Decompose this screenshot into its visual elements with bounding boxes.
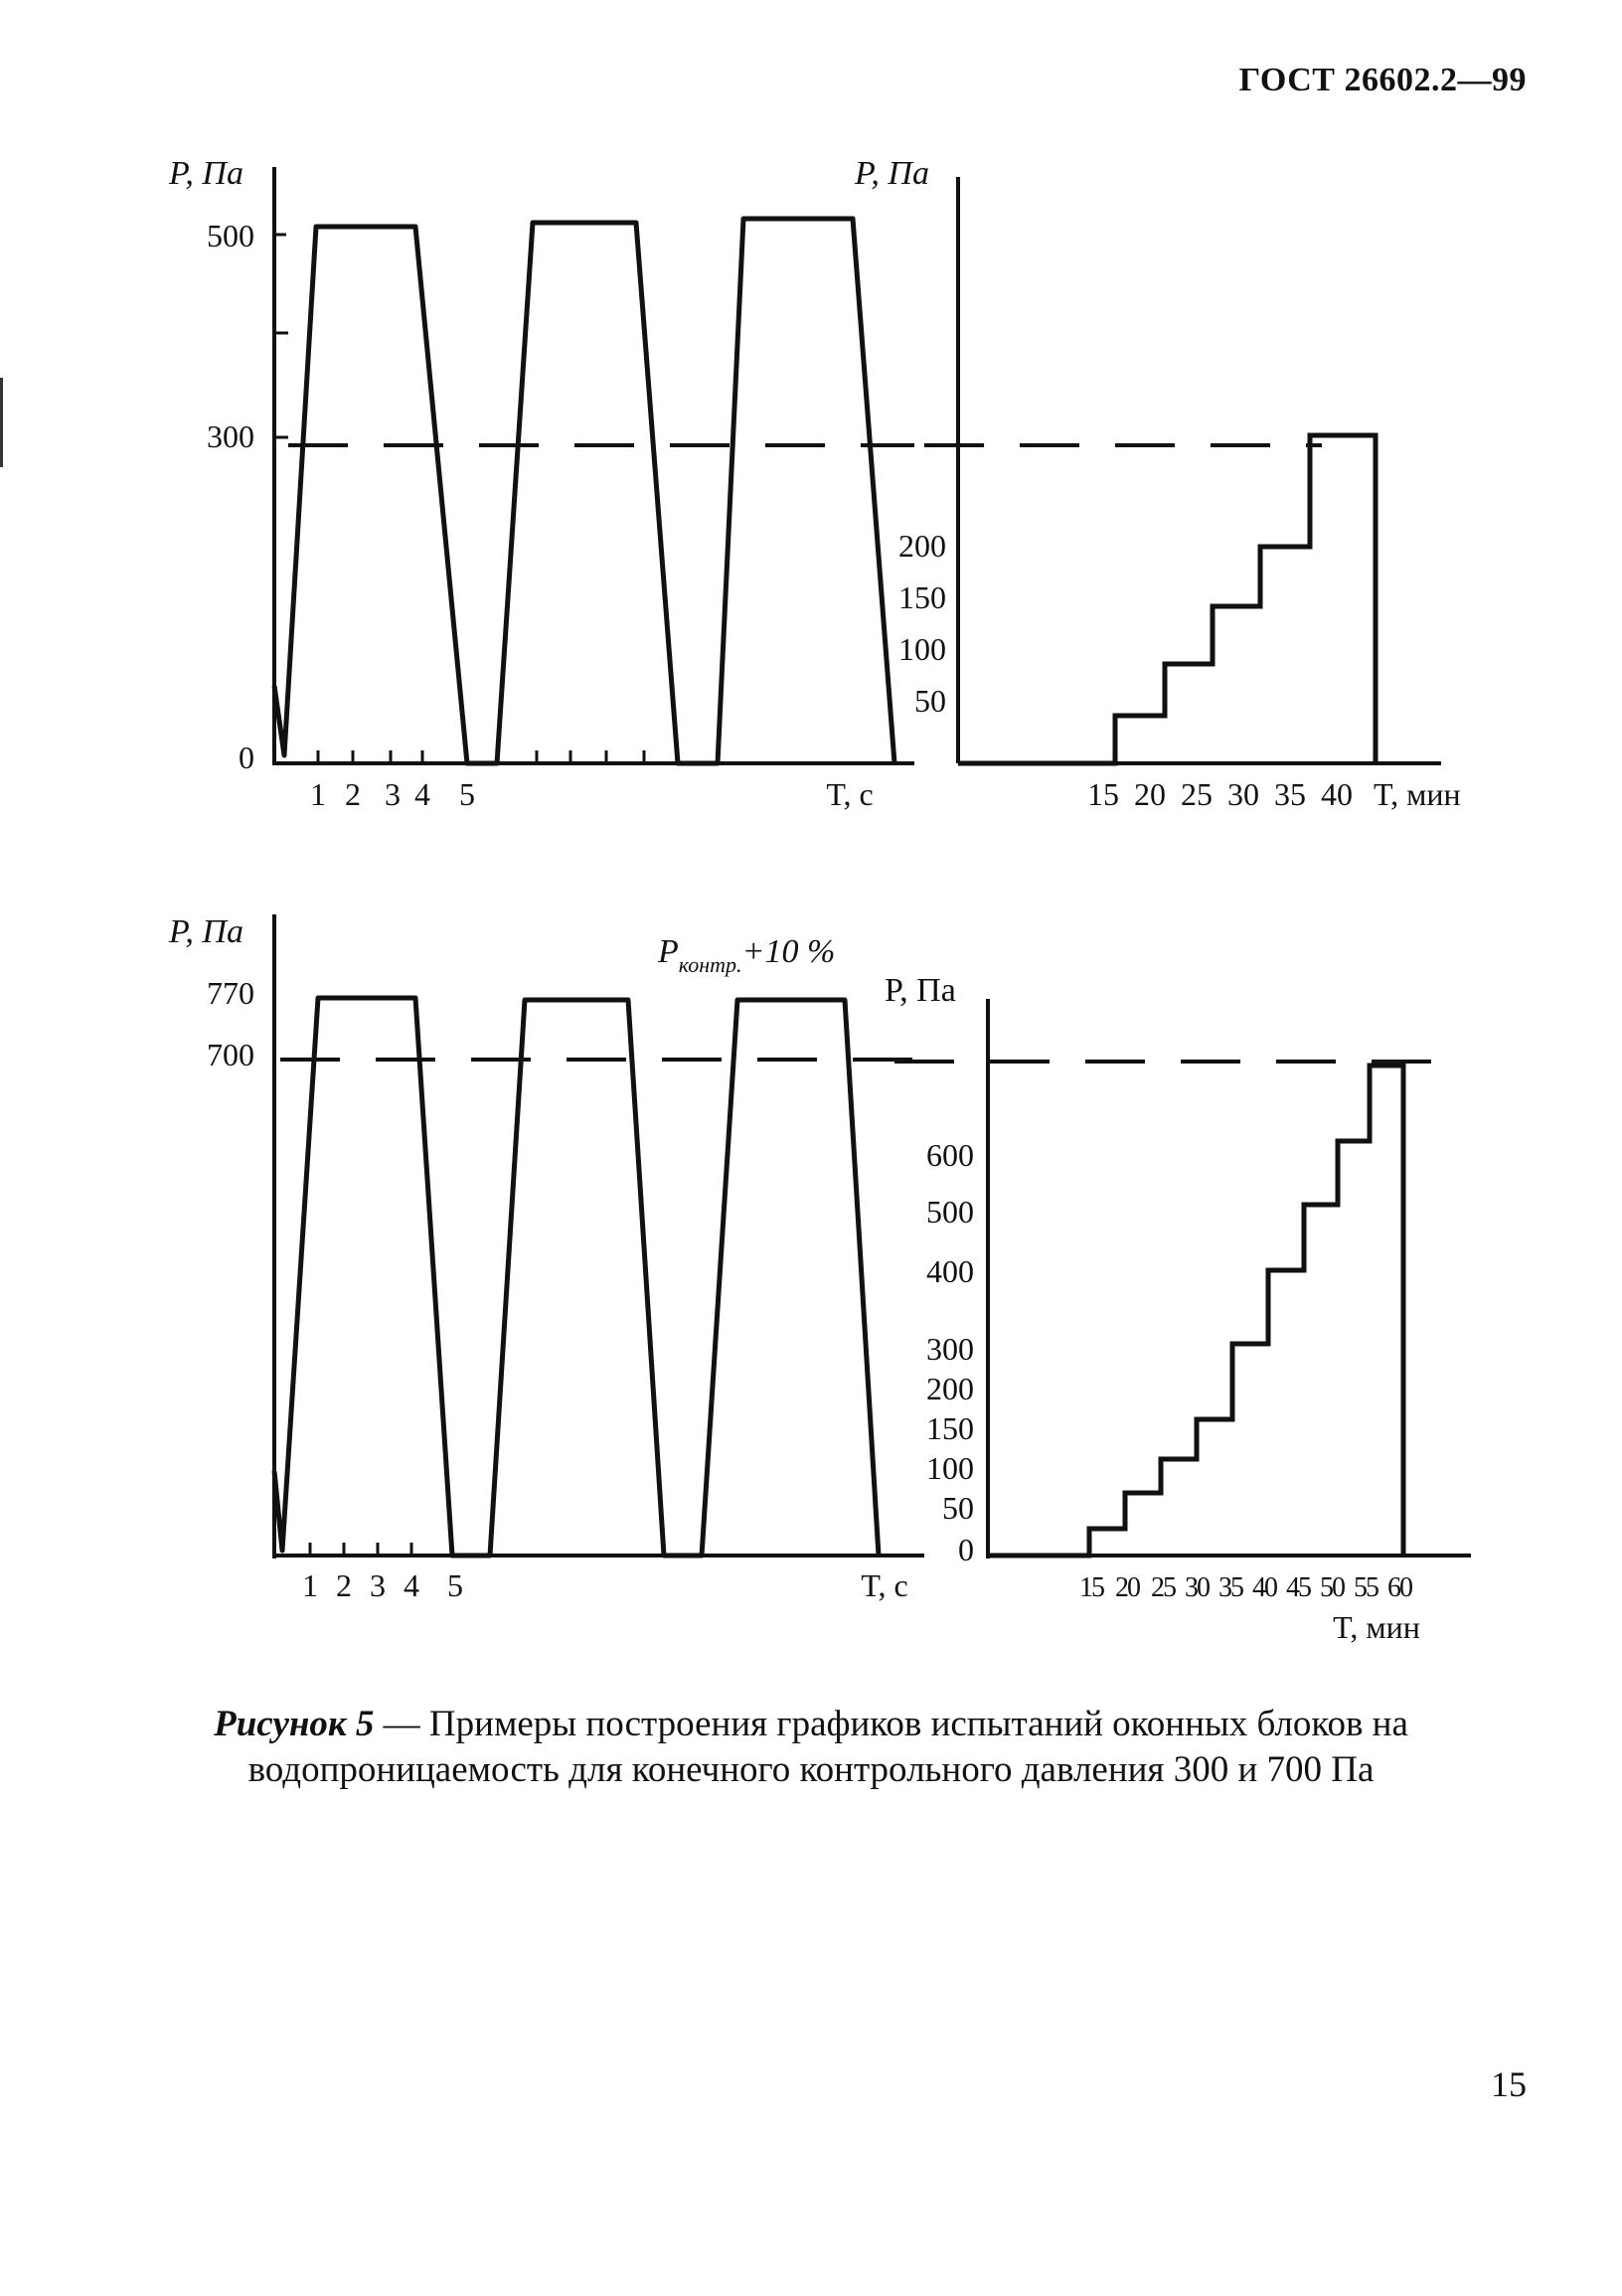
top-right-x-tick: 25: [1181, 776, 1213, 812]
bottom-left-x-tick-marks: [308, 1543, 413, 1556]
bottom-right-y-tick: 0: [958, 1532, 974, 1567]
top-right-y-tick: 150: [898, 579, 946, 615]
bottom-right-x-tick: 40: [1252, 1572, 1277, 1603]
bottom-left-x-tick: 5: [447, 1567, 463, 1603]
page-number: 15: [1491, 2064, 1527, 2104]
top-left-x-tick: 5: [459, 776, 475, 812]
top-left-x-label: T, с: [826, 776, 873, 812]
bottom-right-x-tick: 60: [1387, 1572, 1412, 1603]
top-left-x-tick: 3: [385, 776, 401, 812]
bottom-left-x-tick: 2: [336, 1567, 352, 1603]
figure-5-graphs: P, Па 500 300 0 1 2 3 4 5 T, с P,: [168, 155, 1471, 1645]
top-right-x-tick: 30: [1227, 776, 1259, 812]
top-right-x-tick: 20: [1134, 776, 1166, 812]
figure-caption: Рисунок 5 — Примеры построения графиков …: [199, 1702, 1423, 1793]
caption-lead: Рисунок 5: [214, 1704, 375, 1744]
bottom-right-y-tick: 100: [926, 1450, 974, 1486]
top-left-y-label: P, Па: [168, 155, 243, 192]
bottom-left-x-label: T, с: [861, 1567, 907, 1603]
top-right-y-tick: 50: [914, 683, 946, 719]
bottom-right-x-tick: 50: [1320, 1572, 1345, 1603]
top-right-y-tick: 200: [898, 528, 946, 564]
top-left-y-tick: 0: [239, 739, 254, 775]
bottom-right-y-tick: 200: [926, 1371, 974, 1406]
bottom-left-y-tick: 700: [207, 1037, 254, 1072]
bottom-right-x-tick: 15: [1079, 1572, 1104, 1603]
bottom-right-x-tick: 20: [1115, 1572, 1140, 1603]
bottom-right-step-line: [988, 1063, 1406, 1558]
bottom-right-y-tick: 50: [942, 1490, 974, 1526]
bottom-right-x-tick: 45: [1286, 1572, 1311, 1603]
top-left-pressure-line: [271, 216, 897, 766]
bottom-left-x-tick: 1: [302, 1567, 318, 1603]
top-left-y-tick: 300: [207, 418, 254, 454]
top-left-x-tick: 2: [345, 776, 361, 812]
bottom-right-x-tick: 35: [1218, 1572, 1243, 1603]
bottom-right-y-tick: 150: [926, 1410, 974, 1446]
scan-edge-mark: [0, 378, 3, 467]
bottom-left-chart: P, Па 770 700 1 2 3 4 5 T, с Pконтр.+10 …: [168, 913, 924, 1603]
top-right-x-tick: 15: [1087, 776, 1119, 812]
top-left-x-tick: 1: [310, 776, 326, 812]
top-left-y-tick: 500: [207, 218, 254, 253]
top-right-x-tick: 40: [1321, 776, 1353, 812]
top-right-x-tick: 35: [1274, 776, 1306, 812]
top-right-chart: P, Па 200 150 100 50 15 20 25 30 35 40 T…: [854, 155, 1461, 812]
bottom-right-y-tick: 400: [926, 1253, 974, 1289]
bottom-right-y-tick: 600: [926, 1137, 974, 1173]
top-right-y-tick: 100: [898, 631, 946, 667]
bottom-left-pressure-line: [271, 995, 882, 1558]
top-right-x-label: T, мин: [1374, 776, 1461, 812]
top-left-x-tick-marks: [316, 750, 646, 763]
bottom-left-x-tick: 3: [370, 1567, 386, 1603]
bottom-right-x-tick: 55: [1354, 1572, 1379, 1603]
bottom-left-x-tick: 4: [404, 1567, 419, 1603]
bottom-right-y-tick: 300: [926, 1331, 974, 1367]
caption-text: — Примеры построения графиков испытаний …: [247, 1704, 1408, 1790]
top-right-step-line: [958, 432, 1379, 766]
bottom-right-x-tick: 25: [1151, 1572, 1176, 1603]
bottom-left-annotation: Pконтр.+10 %: [657, 933, 835, 977]
top-right-y-label: P, Па: [854, 155, 929, 192]
bottom-right-y-tick: 500: [926, 1194, 974, 1230]
bottom-right-chart: P, Па 600 500 400 300 200 150 100 50 0 1…: [885, 972, 1471, 1645]
document-header: ГОСТ 26602.2—99: [1238, 62, 1527, 98]
top-left-x-tick: 4: [414, 776, 430, 812]
bottom-left-y-tick: 770: [207, 975, 254, 1011]
bottom-right-x-label: T, мин: [1333, 1609, 1420, 1645]
bottom-left-y-label: P, Па: [168, 913, 243, 950]
top-left-chart: P, Па 500 300 0 1 2 3 4 5 T, с: [168, 155, 914, 812]
bottom-right-y-label: P, Па: [885, 972, 956, 1009]
bottom-right-x-tick: 30: [1185, 1572, 1210, 1603]
